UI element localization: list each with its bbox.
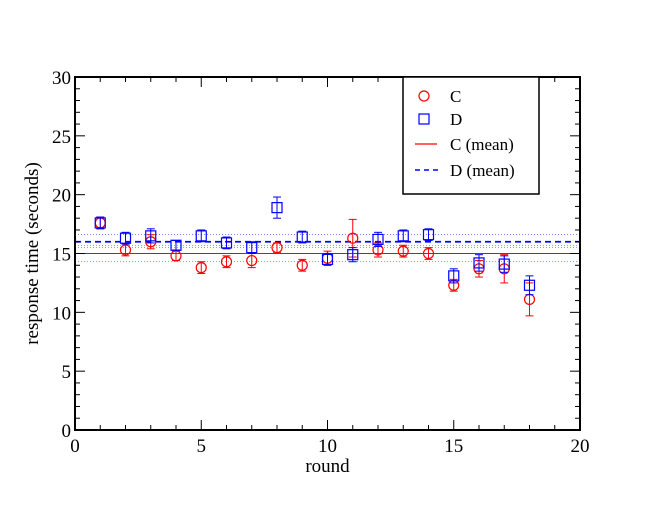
point-d-6 (220, 237, 233, 249)
point-d-18 (523, 279, 536, 291)
point-d-13 (397, 230, 409, 242)
series-c (94, 216, 536, 317)
data-series (94, 196, 536, 317)
point-d-9 (296, 231, 308, 243)
x-tick-label-10: 10 (318, 436, 337, 457)
y-tick-label-30: 30 (52, 68, 71, 89)
point-d-7 (246, 242, 258, 254)
point-d-8 (271, 202, 283, 214)
y-tick-label-0: 0 (62, 421, 72, 442)
legend-label-c-mean: C (mean) (450, 135, 514, 154)
point-c-9 (296, 259, 308, 271)
point-d-3 (145, 230, 157, 242)
point-c-5 (195, 262, 207, 274)
point-c-7 (246, 254, 258, 267)
point-d-16 (473, 257, 485, 269)
point-c-6 (220, 256, 233, 268)
legend-label-d: D (450, 110, 462, 129)
point-c-8 (271, 242, 283, 254)
point-d-10 (321, 253, 334, 265)
point-d-14 (422, 229, 435, 241)
legend-label-d-mean: D (mean) (450, 161, 515, 180)
legend-marker-d (418, 113, 430, 125)
point-c-2 (119, 244, 132, 256)
point-d-5 (195, 230, 207, 242)
y-tick-label-10: 10 (52, 303, 71, 324)
x-tick-label-5: 5 (197, 436, 207, 457)
legend-box (402, 76, 540, 195)
y-axis-label: response time (seconds) (22, 162, 43, 345)
point-d-1 (94, 217, 106, 229)
series-d (94, 196, 536, 296)
point-d-11 (347, 249, 359, 261)
point-d-2 (119, 232, 132, 244)
x-axis-label: round (305, 456, 350, 477)
point-d-17 (498, 258, 510, 270)
x-tick-label-20: 20 (571, 436, 590, 457)
x-tick-label-15: 15 (444, 436, 463, 457)
legend: C D C (mean) D (mean) (402, 76, 540, 195)
point-c-13 (397, 245, 409, 257)
point-c-14 (422, 247, 435, 260)
y-tick-label-20: 20 (52, 186, 71, 207)
point-c-11 (347, 232, 359, 244)
legend-marker-c (418, 90, 430, 102)
legend-label-c: C (450, 87, 461, 106)
y-tick-label-15: 15 (52, 245, 71, 266)
axis-ticks: 0 5 10 15 20 0 5 10 15 20 25 30 (52, 68, 590, 457)
point-d-15 (448, 270, 460, 282)
y-tick-label-5: 5 (62, 362, 72, 383)
point-d-12 (372, 233, 384, 245)
point-d-4 (170, 239, 182, 251)
x-tick-label-0: 0 (70, 436, 80, 457)
y-tick-label-25: 25 (52, 127, 71, 148)
